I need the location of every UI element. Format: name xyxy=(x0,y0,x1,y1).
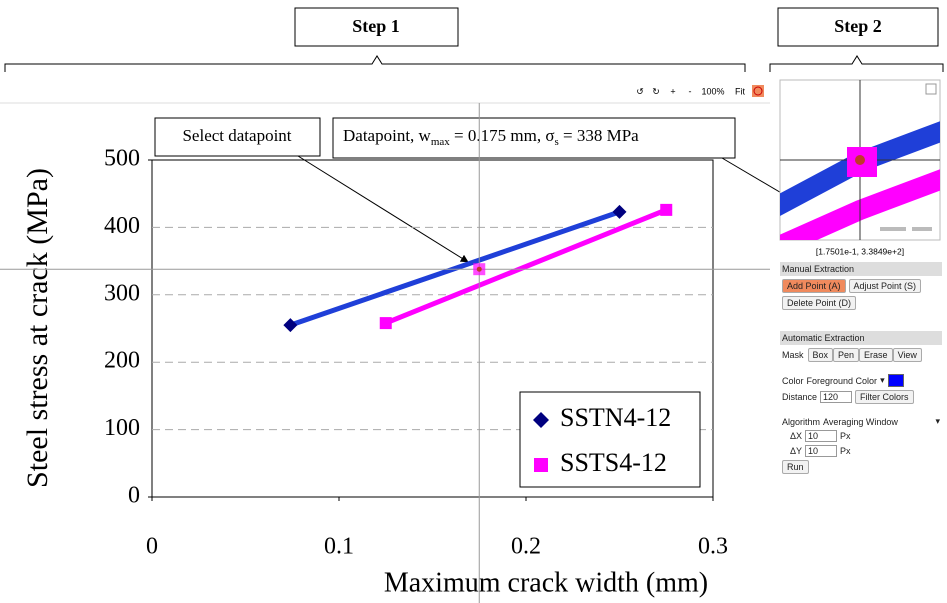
label: Color xyxy=(782,376,804,386)
button[interactable]: Delete Point (D) xyxy=(782,296,856,310)
data-point xyxy=(660,204,672,216)
data-point xyxy=(283,318,297,332)
button[interactable]: Run xyxy=(782,460,809,474)
row: Color Foreground Color▾ xyxy=(782,374,940,387)
dropdown[interactable]: Averaging Window xyxy=(823,417,898,427)
button[interactable]: Adjust Point (S) xyxy=(849,279,922,293)
x-tick-label: 0 xyxy=(146,534,158,560)
legend-label: SSTN4-12 xyxy=(560,403,671,432)
row: Run xyxy=(782,460,940,474)
toolbar-button[interactable]: + xyxy=(670,86,675,96)
toolbar-button[interactable]: Fit xyxy=(735,86,745,96)
toolbar-button[interactable]: 100% xyxy=(701,86,724,96)
y-tick-label: 200 xyxy=(104,348,140,374)
color-swatch[interactable] xyxy=(888,374,904,387)
row: Distance 120 Filter Colors xyxy=(782,390,940,404)
data-point xyxy=(613,205,627,219)
button[interactable]: View xyxy=(893,348,922,362)
annotation: Datapoint, wmax = 0.175 mm, σs = 338 MPa xyxy=(343,126,639,148)
y-tick-label: 400 xyxy=(104,213,140,239)
toolbar-button[interactable]: ↻ xyxy=(652,86,660,96)
toolbar-button[interactable]: ↺ xyxy=(636,86,644,96)
dropdown-arrow[interactable]: ▾ xyxy=(935,416,940,427)
section-header: Automatic Extraction xyxy=(780,331,942,345)
side-panel: Manual Extraction Add Point (A) Adjust P… xyxy=(780,262,942,477)
input[interactable]: 10 xyxy=(805,445,837,457)
label: Mask xyxy=(782,350,804,360)
series-line xyxy=(386,210,667,323)
toolbar-button[interactable]: - xyxy=(689,86,692,96)
x-axis-label: Maximum crack width (mm) xyxy=(384,567,708,598)
row: Algorithm Averaging Window ▾ xyxy=(782,416,940,427)
series-line xyxy=(290,212,619,325)
label: ΔY xyxy=(790,446,802,456)
unit: Px xyxy=(840,446,851,456)
row: Mask Box Pen Erase View xyxy=(782,348,940,362)
annotation-part: = 0.175 mm, σ xyxy=(450,126,555,145)
button[interactable]: Box xyxy=(808,348,834,362)
legend-marker xyxy=(534,458,548,472)
input[interactable]: 10 xyxy=(805,430,837,442)
unit: Px xyxy=(840,431,851,441)
x-tick-label: 0.3 xyxy=(698,534,728,560)
label: Algorithm xyxy=(782,417,820,427)
zoom-point xyxy=(855,155,865,165)
row: Add Point (A) Adjust Point (S) xyxy=(782,279,940,293)
row: ΔX 10 Px xyxy=(790,430,940,442)
zoom-settings[interactable] xyxy=(926,84,936,94)
legend-label: SSTS4-12 xyxy=(560,448,667,477)
brace xyxy=(770,56,943,72)
section-header: Manual Extraction xyxy=(780,262,942,276)
dropdown-arrow[interactable]: ▾ xyxy=(880,375,885,386)
zoom-coordinates: [1.7501e-1, 3.3849e+2] xyxy=(816,246,904,256)
row: ΔY 10 Px xyxy=(790,445,940,457)
annotation-part: = 338 MPa xyxy=(559,126,639,145)
x-tick-label: 0.2 xyxy=(511,534,541,560)
brace xyxy=(5,56,745,72)
annotation-part: Datapoint, w xyxy=(343,126,432,145)
button[interactable]: Add Point (A) xyxy=(782,279,846,293)
y-tick-label: 100 xyxy=(104,415,140,441)
button[interactable]: Pen xyxy=(833,348,859,362)
label: Distance xyxy=(782,392,817,402)
y-axis-label: Steel stress at crack (MPa) xyxy=(21,168,54,488)
label: ΔX xyxy=(790,431,802,441)
step-label: Step 1 xyxy=(352,16,400,36)
step-label: Step 2 xyxy=(834,16,882,36)
selected-point xyxy=(477,267,482,272)
annotation: Select datapoint xyxy=(182,126,291,145)
dropdown[interactable]: Foreground Color xyxy=(807,376,878,386)
annotation-sub: max xyxy=(431,136,450,148)
button[interactable]: Erase xyxy=(859,348,893,362)
x-tick-label: 0.1 xyxy=(324,534,354,560)
y-tick-label: 0 xyxy=(128,483,140,509)
y-tick-label: 500 xyxy=(104,146,140,172)
y-tick-label: 300 xyxy=(104,280,140,306)
button[interactable]: Filter Colors xyxy=(855,390,914,404)
page: Step 1 Step 2 Steel stress at crack (MPa… xyxy=(0,0,947,603)
row: Delete Point (D) xyxy=(782,296,940,310)
arrow xyxy=(298,156,468,262)
data-point xyxy=(380,317,392,329)
input[interactable]: 120 xyxy=(820,391,852,403)
